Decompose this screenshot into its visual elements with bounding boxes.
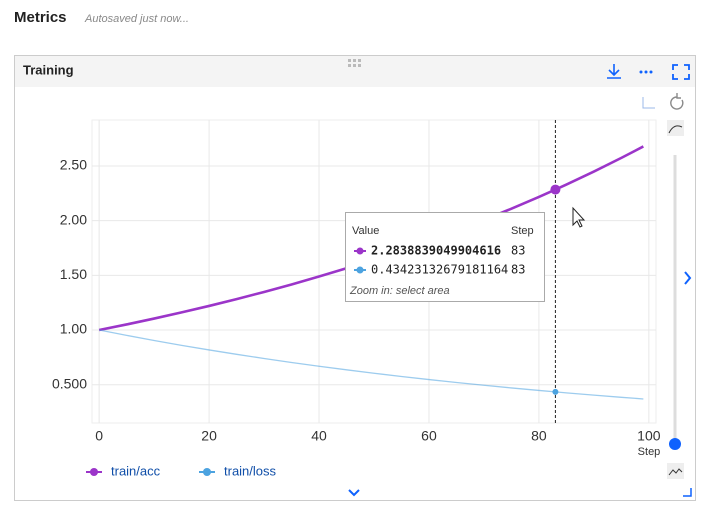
legend-swatch xyxy=(203,468,211,476)
y-tick-label: 1.50 xyxy=(60,266,87,282)
legend-label[interactable]: train/loss xyxy=(224,463,277,478)
plot-area xyxy=(91,119,657,424)
x-tick-label: 40 xyxy=(311,428,327,444)
x-tick-label: 20 xyxy=(201,428,217,444)
raw-toggle[interactable] xyxy=(667,463,684,479)
plot: 0.500 1.00 1.50 2.00 2.50 0 20 40 60 80 100 Value St… xyxy=(52,119,661,478)
y-tick-label: 1.00 xyxy=(60,321,87,337)
hover-point xyxy=(552,388,559,395)
x-tick-label: 100 xyxy=(637,428,661,444)
cursor xyxy=(572,206,586,228)
smoothing-curve-icon xyxy=(668,125,683,134)
more-icon[interactable] xyxy=(639,70,653,74)
panel-title: Training xyxy=(23,62,74,77)
y-tick-label: 2.50 xyxy=(60,157,87,173)
tooltip-swatch xyxy=(356,266,364,274)
resize-handle[interactable] xyxy=(683,488,692,497)
page-title: Metrics xyxy=(14,9,67,26)
x-tick-label: 60 xyxy=(421,428,437,444)
tooltip xyxy=(345,212,545,302)
raw-line-icon xyxy=(668,468,683,476)
drag-handle[interactable] xyxy=(348,59,361,67)
slider-handle[interactable] xyxy=(669,438,681,450)
legend-label[interactable]: train/acc xyxy=(111,463,161,478)
series-line xyxy=(99,329,644,400)
tooltip-value: 0.43423132679181164 xyxy=(371,263,508,277)
reset-icon[interactable] xyxy=(670,93,684,110)
y-tick-label: 0.500 xyxy=(52,375,87,391)
smoothing-toggle[interactable] xyxy=(667,120,684,136)
expand-arrow[interactable] xyxy=(684,271,692,285)
tooltip-note: Zoom in: select area xyxy=(349,285,450,297)
axis-icon[interactable] xyxy=(642,97,655,109)
tooltip-header: Value xyxy=(352,225,379,237)
tooltip-value: 2.2838839049904616 xyxy=(371,244,501,258)
hover-point xyxy=(550,184,561,195)
x-axis-label: Step xyxy=(638,446,661,458)
autosave-status: Autosaved just now... xyxy=(84,13,189,25)
download-icon[interactable] xyxy=(607,64,621,79)
tooltip-header: Step xyxy=(511,225,534,237)
y-tick-label: 2.00 xyxy=(60,211,87,227)
fullscreen-icon[interactable] xyxy=(672,64,690,80)
tooltip-step: 83 xyxy=(511,263,525,277)
tooltip-swatch xyxy=(356,247,364,255)
x-tick-label: 80 xyxy=(531,428,547,444)
x-tick-label: 0 xyxy=(95,428,103,444)
tooltip-step: 83 xyxy=(511,244,525,258)
legend-swatch xyxy=(90,468,98,476)
collapse-arrow[interactable] xyxy=(348,489,360,497)
